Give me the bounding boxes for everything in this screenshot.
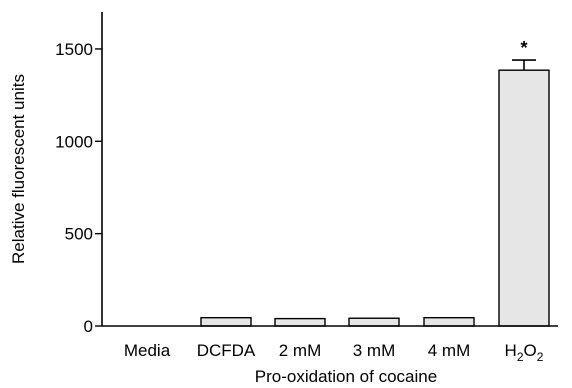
annotations: * bbox=[520, 38, 527, 58]
x-axis-title: Pro-oxidation of cocaine bbox=[255, 367, 437, 386]
y-tick-label: 0 bbox=[84, 317, 93, 336]
bar bbox=[423, 316, 475, 327]
y-axis-title: Relative fluorescent units bbox=[9, 74, 28, 264]
bar bbox=[348, 317, 400, 327]
x-tick-label: 3 mM bbox=[353, 341, 396, 360]
bars bbox=[200, 59, 550, 327]
y-tick-label: 1000 bbox=[55, 132, 93, 151]
x-tick-label: 2 mM bbox=[279, 341, 322, 360]
y-tick-label: 500 bbox=[65, 225, 93, 244]
y-axis-ticks: 0 500 1000 1500 bbox=[55, 40, 102, 336]
bar bbox=[200, 316, 252, 327]
x-tick-label: 4 mM bbox=[428, 341, 471, 360]
x-axis-tick-labels: Media DCFDA 2 mM 3 mM 4 mM H2O2 bbox=[124, 341, 544, 364]
x-tick-label: DCFDA bbox=[197, 341, 256, 360]
significance-marker: * bbox=[520, 38, 527, 58]
x-tick-label: H2O2 bbox=[505, 341, 544, 364]
bar bbox=[498, 69, 550, 327]
x-tick-label: Media bbox=[124, 341, 171, 360]
y-tick-label: 1500 bbox=[55, 40, 93, 59]
bar bbox=[274, 317, 326, 327]
